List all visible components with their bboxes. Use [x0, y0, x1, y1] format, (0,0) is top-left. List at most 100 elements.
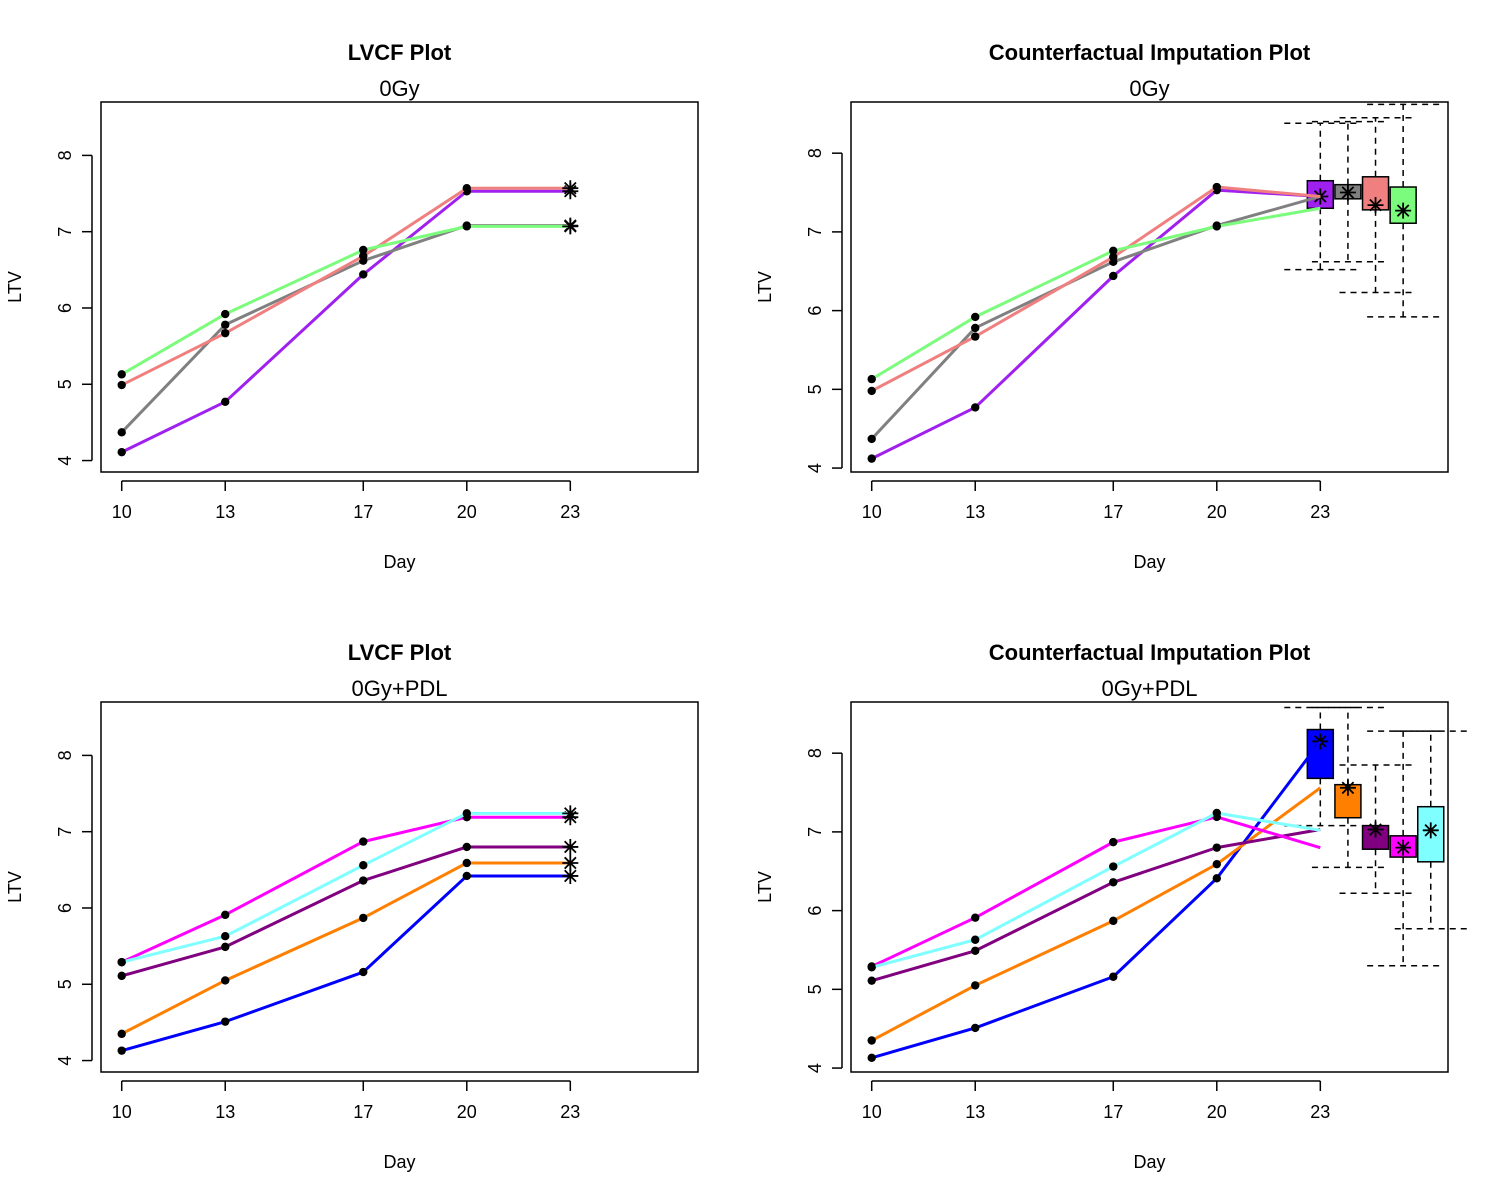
data-point	[867, 434, 876, 444]
data-point	[1109, 837, 1118, 847]
y-tick-label: 8	[55, 150, 75, 160]
data-point	[359, 251, 368, 261]
estimate-star	[1367, 197, 1384, 214]
data-point	[462, 809, 471, 818]
y-axis-label: LTV	[5, 271, 25, 303]
series-4	[117, 218, 579, 379]
data-point	[221, 397, 230, 407]
data-point	[359, 245, 368, 255]
y-axis-label: LTV	[755, 871, 775, 903]
chart-subtitle: 0Gy	[379, 76, 419, 101]
estimate-star	[1422, 822, 1439, 839]
y-tick-label: 8	[805, 148, 825, 158]
y-tick-label: 6	[805, 306, 825, 316]
data-point	[117, 1046, 126, 1055]
data-point	[1109, 271, 1118, 281]
series-line	[870, 195, 1321, 440]
data-point	[359, 861, 368, 870]
y-tick-label: 4	[805, 1063, 825, 1073]
x-tick-label: 20	[457, 502, 477, 522]
data-point	[117, 370, 126, 379]
imputation-box-2	[1311, 120, 1384, 263]
x-tick-label: 17	[353, 1102, 373, 1122]
x-tick-label: 10	[112, 502, 132, 522]
series-line	[121, 189, 571, 454]
imputed-star	[562, 838, 579, 855]
y-tick-label: 8	[55, 750, 75, 760]
y-tick-label: 6	[55, 903, 75, 913]
y-tick-label: 5	[55, 379, 75, 389]
y-tick-label: 4	[805, 463, 825, 473]
y-tick-label: 6	[55, 303, 75, 313]
series-1	[867, 185, 1321, 463]
estimate-star	[1395, 839, 1412, 856]
x-tick-label: 20	[1207, 1102, 1227, 1122]
imputed-star	[562, 218, 579, 235]
data-point	[462, 222, 471, 231]
data-point	[1212, 222, 1221, 231]
x-tick-label: 17	[353, 502, 373, 522]
x-tick-label: 20	[457, 1102, 477, 1122]
imputation-box-3	[1339, 764, 1412, 895]
data-point	[462, 871, 471, 881]
data-point	[971, 312, 980, 322]
x-axis-label: Day	[1133, 552, 1165, 572]
series-2	[867, 786, 1322, 1045]
data-point	[117, 957, 126, 967]
data-point	[971, 332, 980, 341]
series-2	[867, 195, 1321, 444]
x-tick-label: 10	[862, 502, 882, 522]
x-tick-label: 13	[965, 502, 985, 522]
data-point	[1212, 808, 1221, 818]
x-axis-label: Day	[383, 1152, 415, 1172]
series-3	[867, 182, 1321, 396]
chart-title: LVCF Plot	[348, 640, 452, 665]
series-3	[867, 828, 1321, 985]
data-point	[1109, 862, 1118, 871]
data-point	[1109, 972, 1118, 981]
data-point	[971, 913, 980, 922]
series-1	[867, 740, 1322, 1063]
x-axis: 10 13 17 20 23	[112, 1080, 580, 1122]
chart-title: LVCF Plot	[348, 40, 452, 65]
estimate-star	[1339, 184, 1356, 201]
chart-subtitle: 0Gy+PDL	[1102, 676, 1198, 701]
series-line	[871, 188, 1321, 460]
y-tick-label: 7	[55, 827, 75, 837]
x-tick-label: 13	[965, 1102, 985, 1122]
chart-title: Counterfactual Imputation Plot	[989, 640, 1311, 665]
data-point	[359, 967, 368, 977]
plot-frame	[850, 701, 1449, 1073]
series-5	[867, 808, 1321, 972]
y-tick-label: 7	[805, 827, 825, 837]
data-point	[117, 380, 126, 390]
x-tick-label: 17	[1103, 1102, 1123, 1122]
data-point	[221, 942, 230, 952]
y-tick-label: 4	[55, 1056, 75, 1066]
series-line	[871, 786, 1322, 1042]
y-tick-label: 4	[55, 456, 75, 466]
y-axis: 4 5 6 7 8	[55, 150, 93, 466]
series-line	[121, 874, 571, 1053]
panel-1: LVCF Plot 0Gy 10 13 17 20 23 Day 4 5 6 7 8 LTV	[5, 40, 699, 572]
y-axis-label: LTV	[5, 871, 25, 903]
data-point	[221, 1017, 230, 1026]
series-5	[117, 805, 579, 967]
imputation-box-4	[1367, 103, 1440, 318]
series-4	[867, 206, 1321, 384]
data-point	[1109, 246, 1118, 255]
data-point	[1109, 916, 1118, 926]
data-point	[1212, 874, 1221, 883]
x-axis: 10 13 17 20 23	[112, 480, 580, 522]
estimate-star	[1339, 779, 1356, 796]
data-point	[359, 270, 368, 279]
x-tick-label: 20	[1207, 502, 1227, 522]
imputed-star	[562, 180, 579, 197]
x-axis-label: Day	[383, 552, 415, 572]
series-line	[871, 740, 1322, 1060]
data-point	[867, 454, 876, 463]
data-point	[117, 447, 126, 457]
y-axis-label: LTV	[755, 271, 775, 303]
data-point	[971, 323, 980, 333]
